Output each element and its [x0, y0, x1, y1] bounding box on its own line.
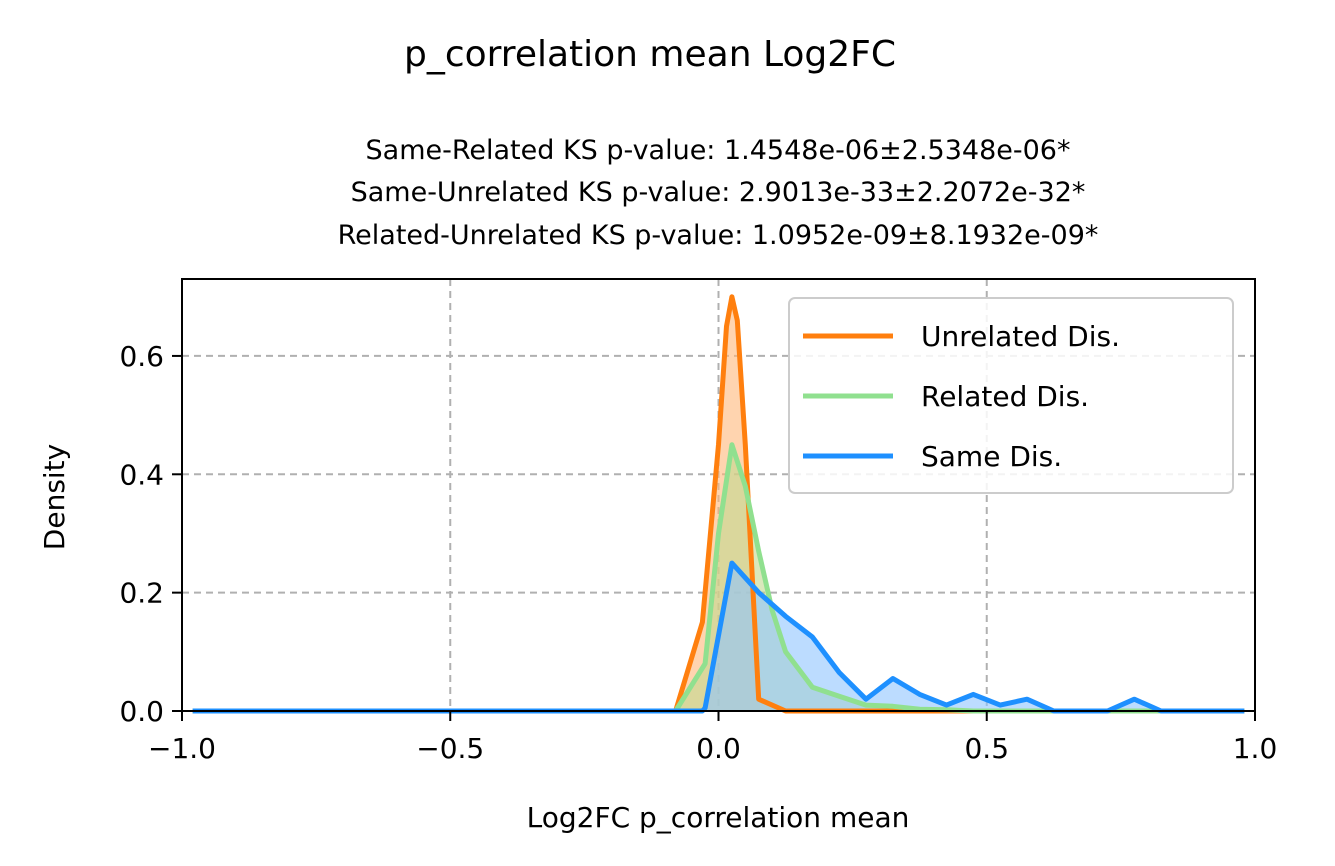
- y-tick-label: 0.6: [119, 340, 164, 373]
- area-unrelated-dis: [192, 296, 1245, 711]
- area-related-dis: [192, 444, 1245, 711]
- y-tick-label: 0.2: [119, 577, 164, 610]
- x-axis-label: Log2FC p_correlation mean: [527, 801, 910, 834]
- y-axis-label: Density: [38, 444, 71, 550]
- x-tick-label: 1.0: [1233, 732, 1278, 765]
- legend: Unrelated Dis. Related Dis. Same Dis.: [788, 297, 1234, 494]
- axis-ticks: −1.0 −0.5 0.0 0.5 1.0 0.0 0.2 0.4 0.6: [119, 340, 1277, 765]
- legend-label-related: Related Dis.: [921, 380, 1089, 413]
- x-tick-label: 0.5: [964, 732, 1009, 765]
- y-tick-label: 0.0: [119, 695, 164, 728]
- chart-title-line-2: Same-Unrelated KS p-value: 2.9013e-33±2.…: [351, 177, 1086, 208]
- chart-title-line-3: Related-Unrelated KS p-value: 1.0952e-09…: [338, 220, 1099, 251]
- x-tick-label: −0.5: [416, 732, 484, 765]
- y-tick-label: 0.4: [119, 458, 164, 491]
- x-tick-label: −1.0: [148, 732, 216, 765]
- legend-box: [788, 297, 1234, 494]
- chart-title-line-1: Same-Related KS p-value: 1.4548e-06±2.53…: [366, 135, 1071, 166]
- legend-label-same: Same Dis.: [921, 440, 1062, 473]
- chart-suptitle: p_correlation mean Log2FC: [404, 34, 896, 75]
- legend-label-unrelated: Unrelated Dis.: [921, 320, 1120, 353]
- x-tick-label: 0.0: [696, 732, 741, 765]
- line-related-dis: [192, 442, 1245, 714]
